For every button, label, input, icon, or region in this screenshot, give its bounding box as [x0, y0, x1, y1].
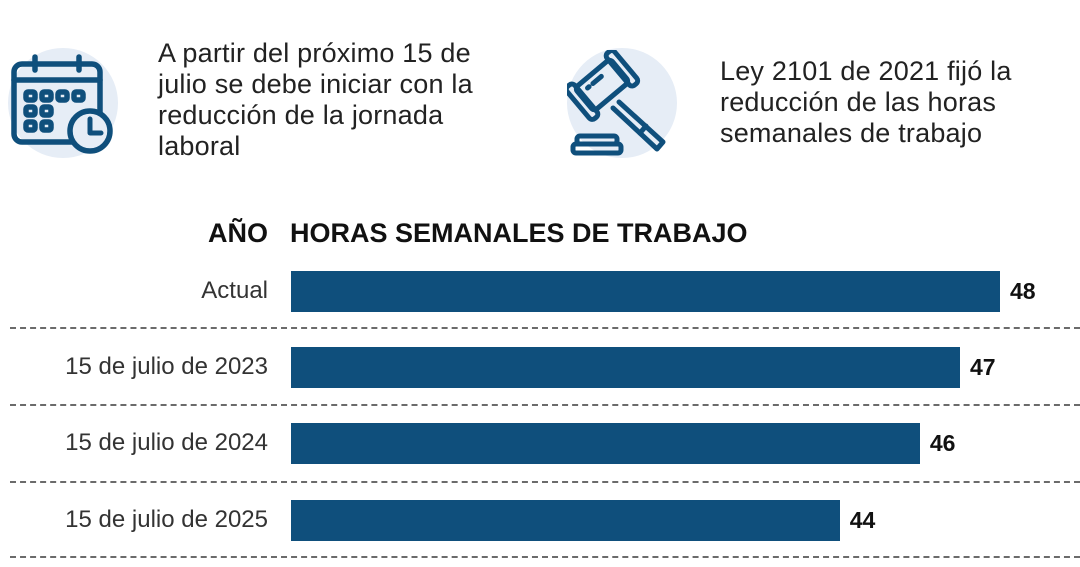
category-label: Actual [201, 277, 268, 304]
intro-left-line: julio se debe iniciar con la [158, 69, 473, 99]
intro-left-line: laboral [158, 131, 241, 161]
value-label: 44 [849, 507, 876, 533]
intro-left-line: A partir del próximo 15 de [158, 38, 471, 68]
row-separator [10, 327, 1080, 329]
intro-right-text: Ley 2101 de 2021 fijó la reducción de la… [720, 56, 1012, 149]
value-label: 48 [1010, 278, 1036, 304]
category-label: 15 de julio de 2023 [65, 353, 268, 380]
calendar-clock-icon [11, 54, 113, 154]
value-label: 46 [929, 430, 956, 456]
bar [291, 347, 960, 388]
hours-column-header: HORAS SEMANALES DE TRABAJO [290, 218, 748, 248]
bar [291, 423, 920, 464]
row-separator [10, 481, 1080, 483]
intro-right-line: semanales de trabajo [720, 118, 983, 148]
bar [291, 500, 840, 541]
row-separator [10, 404, 1080, 406]
category-label: 15 de julio de 2025 [65, 506, 268, 533]
intro-right-line: reducción de las horas [720, 87, 997, 117]
intro-left-line: reducción de la jornada [158, 100, 444, 130]
category-label: 15 de julio de 2024 [65, 429, 268, 456]
year-column-header: AÑO [208, 218, 268, 248]
row-separator [10, 556, 1080, 558]
intro-right-line: Ley 2101 de 2021 fijó la [720, 56, 1012, 86]
value-label: 47 [969, 354, 996, 380]
bar [291, 271, 1000, 312]
intro-left-text: A partir del próximo 15 de julio se debe… [158, 38, 473, 162]
gavel-icon [567, 50, 666, 156]
